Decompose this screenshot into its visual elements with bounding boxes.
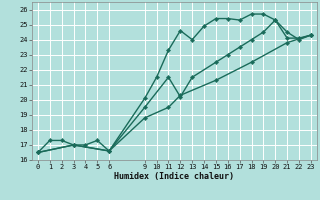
- X-axis label: Humidex (Indice chaleur): Humidex (Indice chaleur): [115, 172, 234, 181]
